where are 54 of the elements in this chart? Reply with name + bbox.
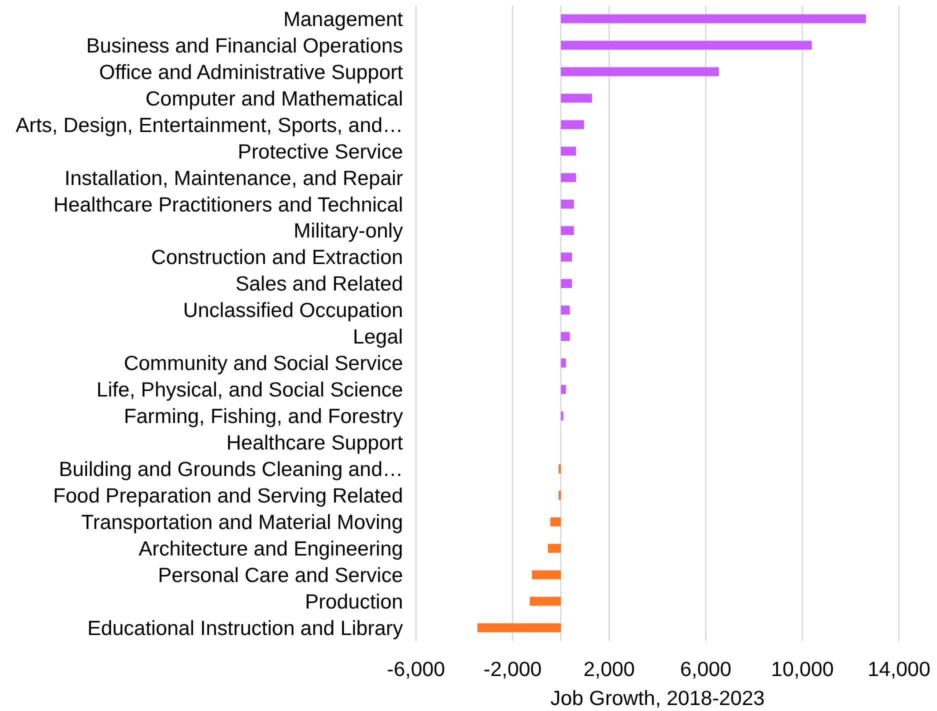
bar bbox=[548, 544, 561, 553]
y-tick-label: Food Preparation and Serving Related bbox=[53, 484, 403, 508]
y-tick-label: Life, Physical, and Social Science bbox=[96, 378, 403, 402]
y-tick-label: Community and Social Service bbox=[124, 352, 403, 376]
y-tick-label: Management bbox=[283, 8, 404, 31]
y-tick-label: Healthcare Support bbox=[226, 432, 404, 455]
y-tick-label: Healthcare Practitioners and Technical bbox=[54, 193, 403, 216]
bar bbox=[532, 570, 561, 580]
bar bbox=[477, 623, 561, 632]
bar bbox=[558, 490, 561, 500]
x-tick-label: 10,000 bbox=[771, 658, 834, 681]
bar bbox=[560, 226, 574, 236]
bar bbox=[560, 252, 572, 262]
y-tick-label: Farming, Fishing, and Forestry bbox=[124, 405, 404, 428]
y-tick-label: Production bbox=[304, 590, 403, 614]
y-tick-label: Personal Care and Service bbox=[158, 564, 403, 587]
bar bbox=[550, 517, 561, 526]
bar bbox=[560, 384, 566, 394]
bar bbox=[560, 306, 570, 315]
bar bbox=[560, 14, 866, 24]
y-tick-label: Educational Instruction and Library bbox=[87, 616, 404, 640]
y-tick-label: Installation, Maintenance, and Repair bbox=[64, 166, 404, 190]
bar bbox=[560, 120, 584, 130]
x-axis-title: Job Growth, 2018-2023 bbox=[550, 687, 765, 710]
bar bbox=[560, 279, 572, 288]
x-tick-label: 2,000 bbox=[584, 658, 635, 681]
y-tick-label: Legal bbox=[352, 326, 403, 349]
y-tick-label: Business and Financial Operations bbox=[86, 34, 403, 58]
bar bbox=[558, 464, 561, 474]
bar bbox=[560, 411, 564, 420]
bar bbox=[560, 332, 570, 341]
y-tick-label: Arts, Design, Entertainment, Sports, and… bbox=[16, 114, 403, 137]
y-tick-label: Computer and Mathematical bbox=[145, 87, 403, 110]
x-tick-label: -2,000 bbox=[484, 658, 542, 681]
x-tick-label: -6,000 bbox=[386, 658, 446, 681]
bar bbox=[560, 173, 576, 182]
bar bbox=[560, 146, 576, 156]
y-tick-label: Protective Service bbox=[238, 140, 403, 164]
x-tick-label: 6,000 bbox=[680, 658, 732, 681]
y-tick-label: Office and Administrative Support bbox=[99, 60, 404, 84]
y-tick-label: Architecture and Engineering bbox=[138, 538, 403, 560]
y-tick-label: Sales and Related bbox=[235, 272, 403, 296]
y-tick-label: Building and Grounds Cleaning and… bbox=[58, 458, 403, 482]
bar bbox=[530, 596, 561, 606]
bar bbox=[560, 200, 574, 209]
y-tick-label: Transportation and Material Moving bbox=[81, 511, 403, 534]
bar bbox=[560, 40, 812, 50]
y-tick-label: Construction and Extraction bbox=[151, 246, 403, 270]
bar bbox=[560, 94, 592, 103]
bar bbox=[560, 358, 566, 368]
bar bbox=[560, 67, 719, 76]
y-tick-label: Military-only bbox=[294, 220, 404, 243]
x-tick-label: 14,000 bbox=[868, 658, 930, 681]
y-tick-label: Unclassified Occupation bbox=[183, 299, 403, 322]
